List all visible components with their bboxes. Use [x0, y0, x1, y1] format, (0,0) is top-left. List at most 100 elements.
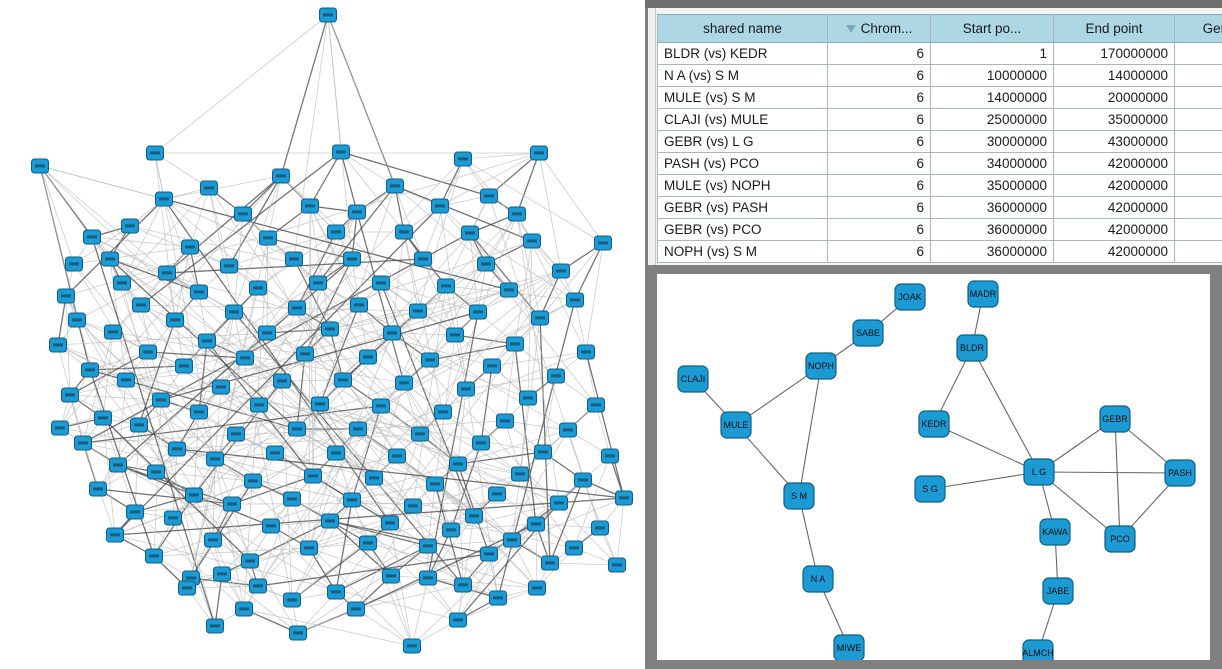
- main-network-node[interactable]: [431, 198, 449, 214]
- main-network-node[interactable]: [220, 258, 238, 274]
- main-network-edge[interactable]: [319, 403, 421, 435]
- cell-chromosome[interactable]: 6: [827, 64, 931, 87]
- main-network-edge[interactable]: [208, 187, 452, 531]
- main-network-edge[interactable]: [82, 331, 114, 444]
- node-shape[interactable]: [802, 565, 834, 593]
- node-shape[interactable]: [677, 365, 709, 393]
- main-network-node[interactable]: [372, 275, 390, 291]
- main-network-node[interactable]: [528, 580, 546, 596]
- main-network-edge[interactable]: [329, 310, 419, 330]
- sub-network-edge[interactable]: [798, 365, 822, 497]
- main-network-edge[interactable]: [340, 151, 358, 213]
- sub-network-node[interactable]: S G: [914, 475, 946, 503]
- main-network-edge[interactable]: [176, 448, 625, 499]
- main-network-node[interactable]: [359, 349, 377, 365]
- main-network-edge[interactable]: [380, 282, 475, 517]
- main-network-edge[interactable]: [511, 317, 541, 541]
- main-network-edge[interactable]: [186, 211, 358, 589]
- table-row[interactable]: GEBR (vs) L G6300000004300000016.9: [657, 130, 1222, 153]
- main-network-node[interactable]: [296, 346, 314, 362]
- main-network-edge[interactable]: [59, 289, 510, 429]
- main-network-edge[interactable]: [296, 211, 358, 309]
- main-network-node[interactable]: [101, 251, 119, 267]
- cell-chromosome[interactable]: 6: [827, 42, 931, 65]
- main-network-node[interactable]: [168, 441, 186, 457]
- main-network-edge[interactable]: [172, 310, 419, 519]
- main-network-edge[interactable]: [439, 205, 510, 291]
- main-network-node[interactable]: [343, 251, 361, 267]
- sub-network-edge[interactable]: [1038, 471, 1181, 474]
- sub-network-node[interactable]: N A: [802, 565, 834, 593]
- cell-chromosome[interactable]: 6: [827, 130, 931, 153]
- main-network-edge[interactable]: [450, 442, 482, 531]
- node-shape[interactable]: [805, 352, 837, 380]
- main-network-node[interactable]: [94, 410, 112, 426]
- table-row[interactable]: GEBR (vs) PCO636000000420000008.4: [657, 218, 1222, 241]
- main-network-node[interactable]: [49, 337, 67, 353]
- sub-network-node[interactable]: SABE: [852, 319, 884, 347]
- main-network-edge[interactable]: [535, 523, 538, 589]
- main-network-node[interactable]: [483, 358, 501, 374]
- node-shape[interactable]: [783, 482, 815, 510]
- main-network-node[interactable]: [158, 265, 176, 281]
- cell-end_point[interactable]: 42000000: [1053, 196, 1175, 219]
- main-network-edge[interactable]: [308, 477, 375, 549]
- main-network-node[interactable]: [500, 282, 518, 298]
- main-network-node[interactable]: [523, 233, 541, 249]
- main-network-edge[interactable]: [257, 553, 490, 587]
- main-network-node[interactable]: [382, 568, 400, 584]
- main-network-edge[interactable]: [367, 542, 538, 589]
- main-network-edge[interactable]: [134, 424, 140, 513]
- sub-network-canvas[interactable]: CLAJI MULE NOPH SABE JOAK S M N A MIWE MADR BLDR K…: [657, 274, 1210, 660]
- main-network-node[interactable]: [530, 145, 548, 161]
- main-network-edge[interactable]: [97, 424, 140, 490]
- main-network-edge[interactable]: [198, 291, 208, 342]
- main-network-node[interactable]: [449, 612, 467, 628]
- cell-shared_name[interactable]: NOPH (vs) S M: [657, 240, 828, 263]
- main-network-node[interactable]: [404, 498, 422, 514]
- main-network-edge[interactable]: [480, 365, 493, 444]
- main-network-node[interactable]: [446, 327, 464, 343]
- main-network-edge[interactable]: [335, 499, 353, 593]
- main-network-node[interactable]: [241, 553, 259, 569]
- cell-chromosome[interactable]: 6: [827, 196, 931, 219]
- main-network-edge[interactable]: [516, 213, 560, 504]
- cell-end_point[interactable]: 42000000: [1053, 174, 1175, 197]
- main-network-node[interactable]: [258, 325, 276, 341]
- main-network-node[interactable]: [126, 504, 144, 520]
- main-network-edge[interactable]: [319, 185, 396, 405]
- main-network-edge[interactable]: [595, 404, 611, 457]
- main-network-edge[interactable]: [270, 525, 337, 593]
- main-network-edge[interactable]: [504, 420, 569, 431]
- main-network-node[interactable]: [132, 297, 150, 313]
- main-network-node[interactable]: [223, 496, 241, 512]
- sub-network-node[interactable]: CLAJI: [677, 365, 709, 393]
- main-network-edge[interactable]: [73, 246, 191, 265]
- main-network-node[interactable]: [266, 445, 284, 461]
- node-shape[interactable]: [1099, 405, 1131, 433]
- main-network-node[interactable]: [348, 204, 366, 220]
- main-network-edge[interactable]: [329, 328, 459, 465]
- main-network-node[interactable]: [334, 372, 352, 388]
- main-network-node[interactable]: [591, 520, 609, 536]
- main-network-node[interactable]: [372, 398, 390, 414]
- main-network-node[interactable]: [519, 390, 537, 406]
- main-network-edge[interactable]: [358, 258, 424, 306]
- cell-end_point[interactable]: 35000000: [1053, 108, 1175, 131]
- column-header-shared_name[interactable]: shared name: [657, 14, 828, 43]
- cell-genetic[interactable]: 10.5: [1174, 174, 1222, 197]
- main-network-edge[interactable]: [243, 608, 413, 647]
- cell-start_point[interactable]: 25000000: [930, 108, 1054, 131]
- main-network-node[interactable]: [565, 540, 583, 556]
- cell-shared_name[interactable]: GEBR (vs) PASH: [657, 196, 828, 219]
- main-network-edge[interactable]: [212, 498, 293, 541]
- main-network-node[interactable]: [411, 426, 429, 442]
- main-network-node[interactable]: [552, 263, 570, 279]
- main-network-edge[interactable]: [267, 175, 282, 239]
- main-network-edge[interactable]: [358, 304, 369, 358]
- node-shape[interactable]: [894, 283, 926, 311]
- main-network-edge[interactable]: [357, 270, 562, 430]
- main-network-edge[interactable]: [309, 205, 360, 306]
- main-network-node[interactable]: [51, 420, 69, 436]
- main-network-node[interactable]: [106, 527, 124, 543]
